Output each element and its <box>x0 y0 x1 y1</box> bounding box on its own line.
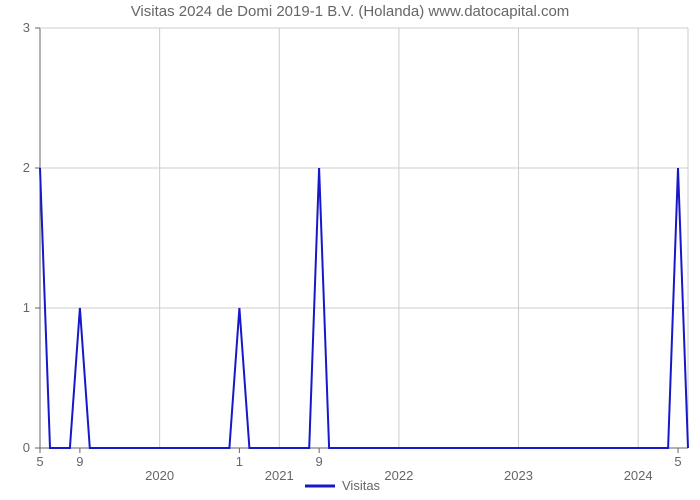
y-tick-label: 1 <box>23 300 30 315</box>
y-tick-label: 3 <box>23 20 30 35</box>
x-tick-year: 2022 <box>384 468 413 483</box>
x-tick-month: 1 <box>236 454 243 469</box>
x-tick-year: 2020 <box>145 468 174 483</box>
y-tick-label: 2 <box>23 160 30 175</box>
x-tick-month: 5 <box>674 454 681 469</box>
legend-label: Visitas <box>342 478 381 493</box>
chart-title: Visitas 2024 de Domi 2019-1 B.V. (Holand… <box>131 3 570 20</box>
x-tick-year: 2021 <box>265 468 294 483</box>
x-tick-year: 2023 <box>504 468 533 483</box>
x-tick-month: 5 <box>36 454 43 469</box>
line-chart: Visitas 2024 de Domi 2019-1 B.V. (Holand… <box>0 0 700 500</box>
chart-container: Visitas 2024 de Domi 2019-1 B.V. (Holand… <box>0 0 700 500</box>
y-tick-label: 0 <box>23 440 30 455</box>
x-tick-year: 2024 <box>624 468 653 483</box>
x-tick-month: 9 <box>76 454 83 469</box>
x-tick-month: 9 <box>316 454 323 469</box>
